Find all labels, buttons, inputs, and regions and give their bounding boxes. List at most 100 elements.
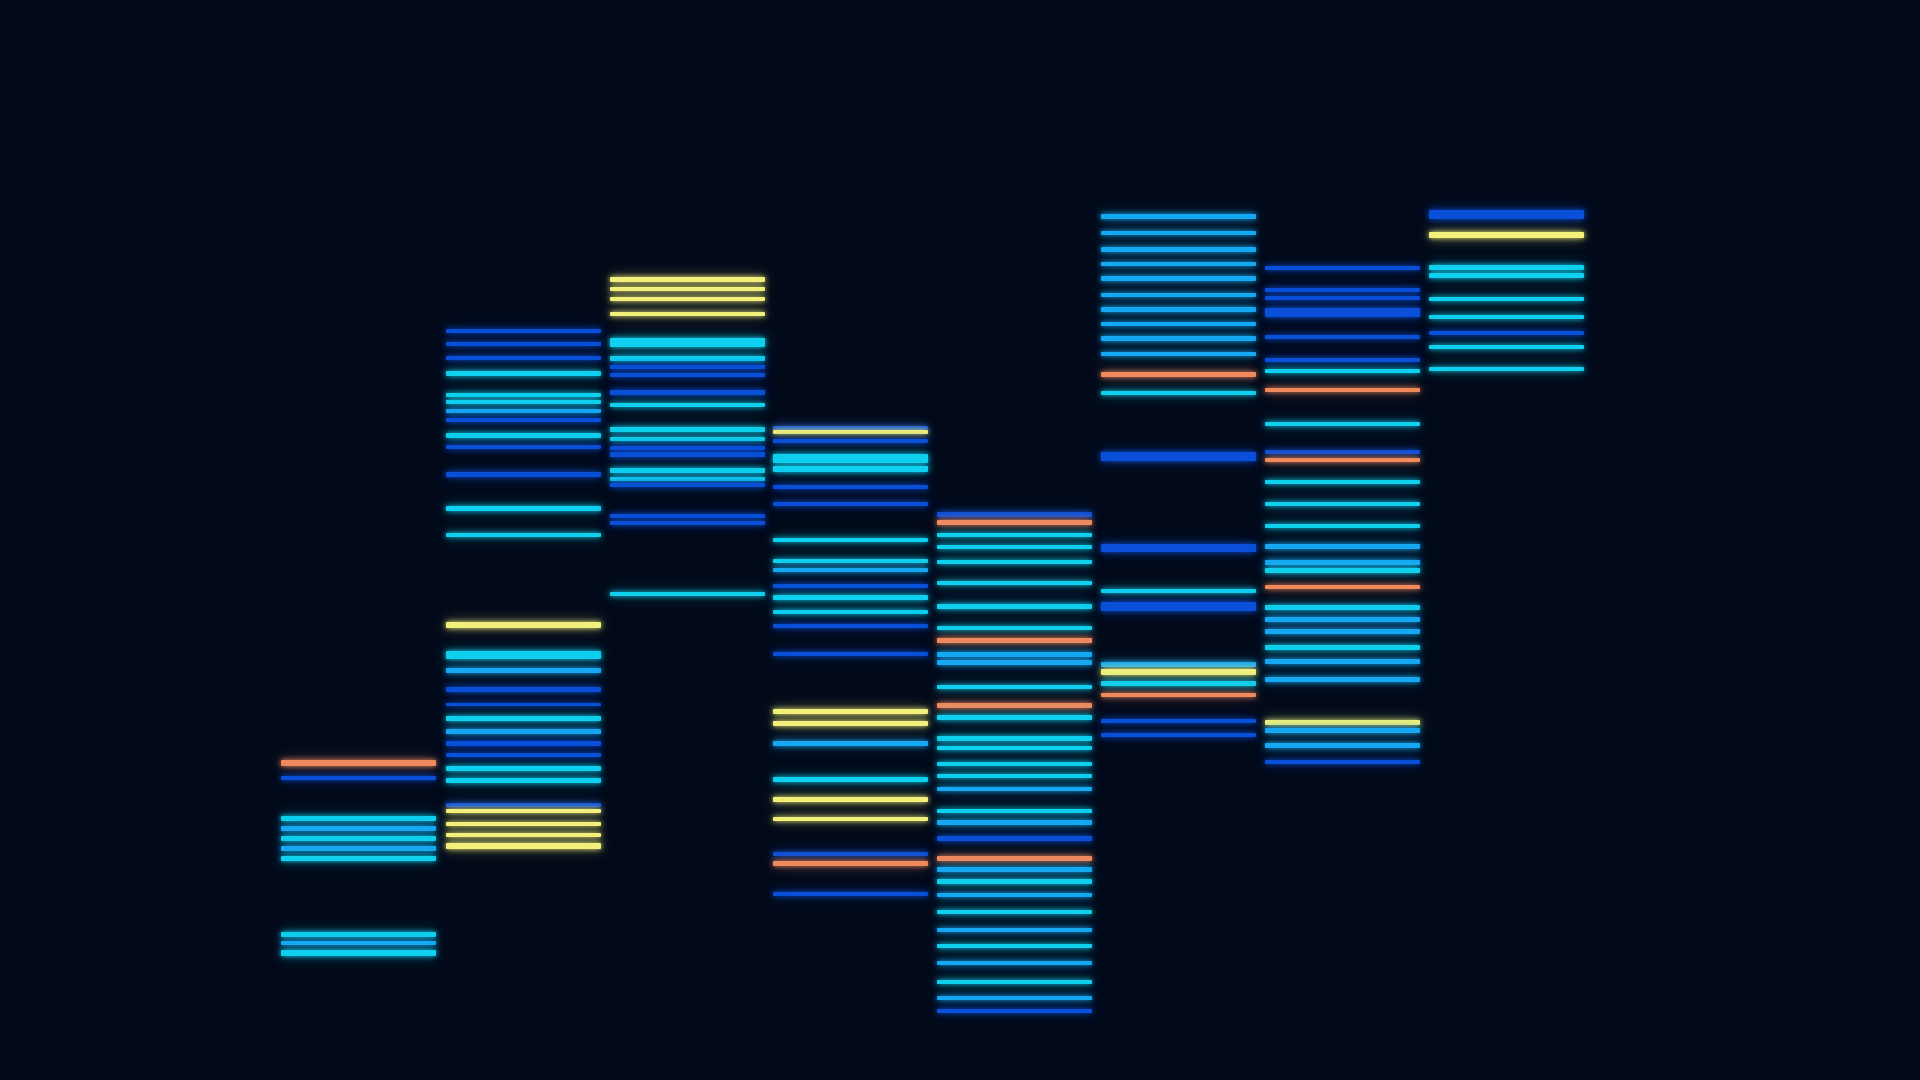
band — [610, 592, 765, 596]
band — [1265, 720, 1420, 725]
band — [937, 626, 1092, 630]
band — [1265, 677, 1420, 682]
band — [1101, 589, 1256, 593]
band — [1265, 388, 1420, 392]
band — [1265, 524, 1420, 528]
band — [773, 568, 928, 572]
band — [610, 390, 765, 395]
band — [1101, 681, 1256, 686]
lane-7 — [1265, 0, 1420, 1080]
band — [1265, 544, 1420, 549]
band — [937, 520, 1092, 525]
band — [1429, 345, 1584, 349]
band — [1265, 743, 1420, 748]
band — [1265, 369, 1420, 373]
band — [446, 803, 601, 807]
band — [610, 365, 765, 369]
band — [937, 512, 1092, 517]
band — [773, 652, 928, 656]
band — [446, 687, 601, 692]
band — [773, 817, 928, 821]
band — [610, 514, 765, 518]
band — [937, 715, 1092, 720]
band — [773, 439, 928, 443]
band — [937, 867, 1092, 872]
band — [610, 468, 765, 473]
band — [1101, 669, 1256, 675]
band — [1101, 693, 1256, 697]
band — [446, 400, 601, 404]
band — [773, 709, 928, 714]
band — [1101, 391, 1256, 395]
band — [937, 762, 1092, 766]
band — [773, 892, 928, 896]
band — [937, 787, 1092, 791]
band — [1429, 297, 1584, 301]
band — [773, 584, 928, 588]
band — [937, 774, 1092, 778]
band — [1429, 331, 1584, 335]
band — [1101, 247, 1256, 252]
band — [446, 433, 601, 438]
band — [446, 822, 601, 826]
band — [1101, 452, 1256, 461]
band — [446, 472, 601, 477]
band — [773, 466, 928, 472]
band — [1265, 629, 1420, 634]
band — [446, 668, 601, 673]
band — [281, 760, 436, 766]
band — [937, 961, 1092, 965]
band — [610, 477, 765, 481]
band — [610, 427, 765, 432]
band — [937, 944, 1092, 948]
lane-4 — [773, 0, 928, 1080]
band — [446, 833, 601, 837]
band — [610, 338, 765, 347]
band — [1101, 372, 1256, 377]
lane-8 — [1429, 0, 1584, 1080]
band — [937, 836, 1092, 841]
band — [937, 1009, 1092, 1013]
band — [281, 846, 436, 851]
band — [937, 996, 1092, 1000]
band — [1265, 585, 1420, 589]
band — [1265, 288, 1420, 292]
band — [1265, 358, 1420, 362]
band — [446, 809, 601, 813]
lane-5 — [937, 0, 1092, 1080]
band — [773, 777, 928, 782]
lane-1 — [281, 0, 436, 1080]
band — [1429, 210, 1584, 219]
band — [773, 861, 928, 866]
band — [773, 502, 928, 506]
band — [446, 703, 601, 706]
band — [1265, 645, 1420, 650]
band — [281, 826, 436, 831]
band — [1429, 315, 1584, 319]
band — [1265, 617, 1420, 622]
band — [937, 809, 1092, 813]
band — [610, 452, 765, 457]
band — [446, 533, 601, 537]
band — [937, 893, 1092, 897]
band — [937, 910, 1092, 914]
band — [1265, 560, 1420, 565]
band — [937, 652, 1092, 657]
band — [610, 277, 765, 282]
band — [1265, 605, 1420, 610]
band — [281, 932, 436, 937]
band — [1265, 296, 1420, 300]
band — [937, 533, 1092, 537]
band — [446, 418, 601, 422]
band — [937, 581, 1092, 585]
band — [1265, 422, 1420, 426]
band — [937, 545, 1092, 549]
band — [446, 651, 601, 659]
band — [446, 729, 601, 734]
band — [281, 856, 436, 861]
band — [937, 856, 1092, 861]
band — [281, 941, 436, 945]
band — [610, 521, 765, 525]
band — [281, 836, 436, 841]
band — [773, 624, 928, 628]
